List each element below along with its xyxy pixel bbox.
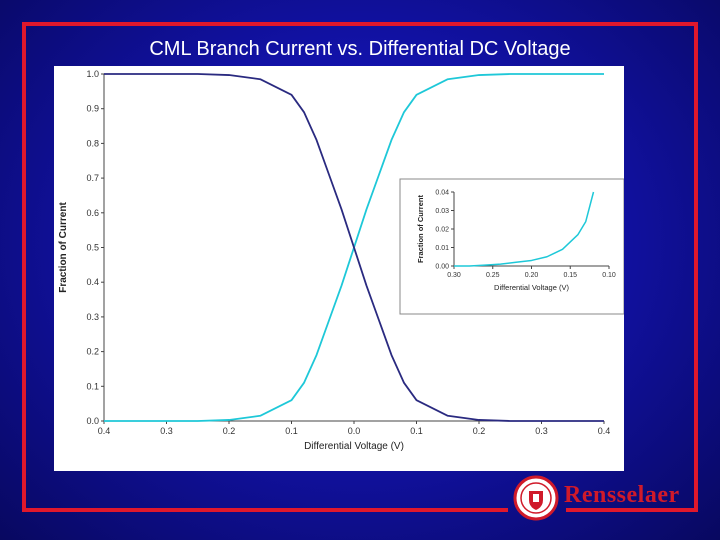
inset-x-tick-label: 0.15 — [563, 272, 577, 279]
frame-bottom-left — [22, 508, 508, 512]
main-y-tick-label: 0.9 — [86, 104, 99, 114]
inset-y-tick-label: 0.03 — [435, 208, 449, 215]
main-x-tick-label: 0.2 — [223, 426, 236, 436]
inset-y-tick-label: 0.02 — [435, 226, 449, 233]
inset-group: 0.30 0.25 0.20 0.15 0.10 0.00 0.01 0.02 0.03 0.04… — [416, 189, 616, 292]
main-x-tick-label: 0.3 — [160, 426, 173, 436]
main-y-axis-label: Fraction of Current — [58, 202, 69, 293]
inset-plot-area — [454, 192, 609, 266]
inset-x-axis-label: Differential Voltage (V) — [494, 283, 569, 292]
main-y-tick-label: 0.5 — [86, 243, 99, 253]
main-x-axis-label: Differential Voltage (V) — [304, 441, 404, 452]
rensselaer-seal-icon — [513, 475, 559, 521]
main-x-tick-label: 0.4 — [98, 426, 111, 436]
frame-top — [22, 22, 698, 26]
inset-x-tick-label: 0.30 — [447, 272, 461, 279]
main-y-tick-label: 0.7 — [86, 173, 99, 183]
inset-y-tick-label: 0.01 — [435, 245, 449, 252]
main-group: 0.4 0.3 0.2 0.1 0.0 0.1 0.2 0.3 0.40.00.10.20.30… — [58, 69, 610, 452]
frame-left — [22, 22, 26, 512]
main-y-tick-label: 1.0 — [86, 69, 99, 79]
main-x-tick-label: 0.4 — [598, 426, 611, 436]
main-x-tick-label: 0.2 — [473, 426, 486, 436]
inset-series-line-0 — [454, 191, 595, 267]
main-y-tick-label: 0.1 — [86, 381, 99, 391]
main-x-tick-label: 0.1 — [410, 426, 423, 436]
inset-y-axis-label: Fraction of Current — [416, 195, 425, 263]
inset-x-tick-label: 0.25 — [486, 272, 500, 279]
main-x-tick-label: 0.3 — [535, 426, 548, 436]
inset-y-tick-label: 0.00 — [435, 263, 449, 270]
inset-x-tick-label: 0.20 — [525, 272, 539, 279]
frame-right — [694, 22, 698, 512]
main-y-tick-label: 0.4 — [86, 277, 99, 287]
rensselaer-logo-text: Rensselaer — [564, 482, 680, 508]
main-y-tick-label: 0.0 — [86, 416, 99, 426]
main-x-tick-label: 0.1 — [285, 426, 298, 436]
main-y-tick-label: 0.3 — [86, 312, 99, 322]
frame-bottom-right — [566, 508, 698, 512]
main-series-line-1 — [104, 73, 604, 422]
chart-panel: 0.4 0.3 0.2 0.1 0.0 0.1 0.2 0.3 0.4 0.0 0.1 0.2 0.3 0… — [54, 66, 625, 471]
main-y-tick-label: 0.6 — [86, 208, 99, 218]
inset-x-tick-label: 0.10 — [602, 272, 616, 279]
slide-title: CML Branch Current vs. Differential DC V… — [149, 38, 571, 60]
main-chart: 0.4 0.3 0.2 0.1 0.0 0.1 0.2 0.3 0.40.00.10.20.30… — [58, 69, 625, 452]
main-x-tick-label: 0.0 — [348, 426, 361, 436]
main-y-tick-label: 0.2 — [86, 347, 99, 357]
main-y-tick-label: 0.8 — [86, 138, 99, 148]
inset-y-tick-label: 0.04 — [435, 189, 449, 196]
